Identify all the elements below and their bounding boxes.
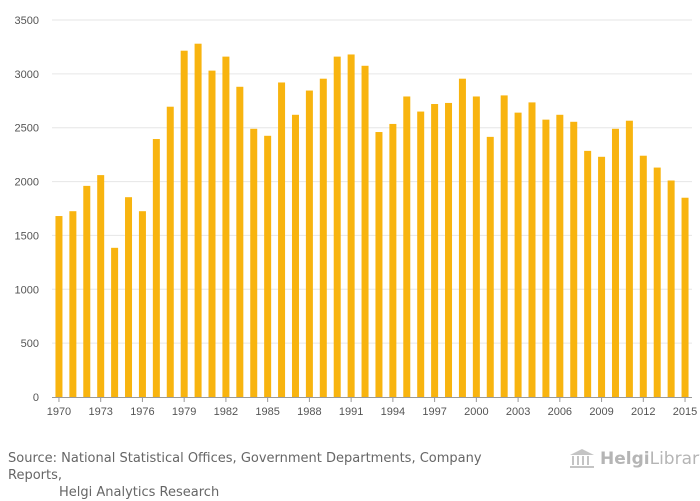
bar-1993 <box>375 132 383 397</box>
bar-1991 <box>347 54 355 398</box>
y-tick-label: 3500 <box>15 15 39 27</box>
bar-2006 <box>556 114 564 397</box>
x-tick-label: 2003 <box>506 406 530 418</box>
bar-2000 <box>472 96 480 397</box>
bar-1972 <box>83 185 91 397</box>
bar-1990 <box>333 56 341 397</box>
bar-1999 <box>458 78 466 397</box>
bar-1982 <box>222 56 230 397</box>
bar-1994 <box>389 123 397 398</box>
source-line-1: Source: National Statistical Offices, Go… <box>8 451 482 483</box>
bar-1997 <box>431 104 439 397</box>
bar-1986 <box>278 82 286 397</box>
x-tick-label: 1976 <box>130 406 154 418</box>
bar-1977 <box>152 139 160 397</box>
x-tick-label: 2006 <box>548 406 572 418</box>
y-tick-label: 1000 <box>15 284 39 296</box>
bar-1978 <box>166 106 174 398</box>
bar-1970 <box>55 216 63 397</box>
y-axis: 0 500 1000 1500 2000 2500 3000 3500 <box>15 15 39 404</box>
bar-2002 <box>500 95 508 398</box>
bar-2003 <box>514 112 522 398</box>
bar-1992 <box>361 65 369 398</box>
bar-2013 <box>653 167 661 397</box>
bar-1980 <box>194 43 202 397</box>
x-tick-label: 2009 <box>589 406 613 418</box>
bars <box>55 43 689 398</box>
x-tick-label: 2012 <box>631 406 655 418</box>
x-tick-label: 1997 <box>422 406 446 418</box>
source-note: Source: National Statistical Offices, Go… <box>8 450 538 501</box>
x-tick-label: 1982 <box>214 406 238 418</box>
bar-1983 <box>236 86 244 397</box>
bar-1998 <box>445 102 453 397</box>
bar-2007 <box>570 121 578 397</box>
bar-1971 <box>69 211 77 397</box>
bar-2004 <box>528 102 536 397</box>
bar-2014 <box>667 180 675 397</box>
source-line-2: Helgi Analytics Research <box>59 485 220 500</box>
bar-1981 <box>208 70 216 397</box>
bar-2001 <box>486 136 494 397</box>
bar-1985 <box>264 135 272 398</box>
bar-1987 <box>291 114 299 397</box>
gridlines <box>52 19 692 344</box>
x-tick-label: 1973 <box>88 406 112 418</box>
x-tick-label: 2000 <box>464 406 488 418</box>
bar-1975 <box>125 197 133 397</box>
bar-2005 <box>542 119 550 397</box>
bar-2010 <box>611 128 619 397</box>
x-tick-label: 1991 <box>339 406 363 418</box>
bar-1996 <box>417 111 425 398</box>
bar-2015 <box>681 197 689 397</box>
logo-text-helgi: Helgi <box>600 449 650 469</box>
y-tick-label: 3000 <box>15 69 39 81</box>
bar-1973 <box>97 175 105 397</box>
bar-1989 <box>319 78 327 397</box>
bar-2008 <box>584 150 592 397</box>
bar-2009 <box>598 156 606 397</box>
bar-2011 <box>625 120 633 397</box>
bar-1984 <box>250 128 258 397</box>
helgi-library-logo: Helgi Library. <box>568 447 700 471</box>
x-tick-label: 1970 <box>47 406 71 418</box>
bar-2012 <box>639 155 647 397</box>
y-tick-label: 1500 <box>15 230 39 242</box>
logo-text-library: Library. <box>649 449 700 469</box>
x-tick-label: 2015 <box>673 406 697 418</box>
x-tick-label: 1988 <box>297 406 321 418</box>
x-tick-label: 1985 <box>255 406 279 418</box>
y-tick-label: 2000 <box>15 177 39 189</box>
bar-1979 <box>180 50 188 397</box>
x-tick-label: 1979 <box>172 406 196 418</box>
bar-1974 <box>111 247 119 397</box>
bar-1976 <box>138 211 146 397</box>
bar-1995 <box>403 96 411 397</box>
x-tick-label: 1994 <box>381 406 405 418</box>
library-building-icon <box>570 449 594 468</box>
x-axis: 1970 1973 1976 1979 1982 1985 1988 1991 1994 1997… <box>47 397 697 418</box>
y-tick-label: 500 <box>21 338 39 350</box>
y-tick-label: 0 <box>33 392 39 404</box>
bar-1988 <box>305 90 313 397</box>
y-tick-label: 2500 <box>15 123 39 135</box>
